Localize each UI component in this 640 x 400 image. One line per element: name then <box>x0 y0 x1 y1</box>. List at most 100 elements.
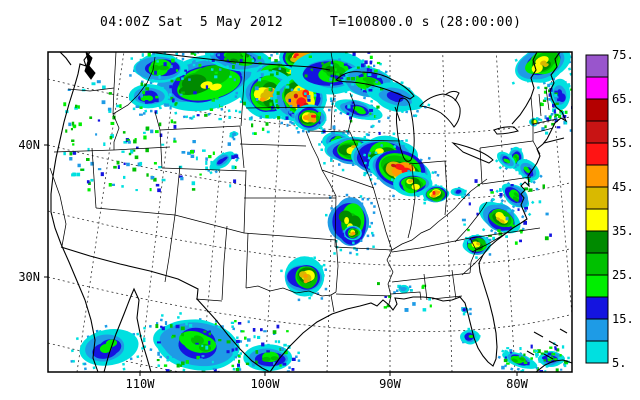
radar-speckle <box>530 200 535 205</box>
radar-speckle <box>469 312 472 316</box>
radar-speckle <box>367 133 370 137</box>
radar-speckle <box>558 356 562 360</box>
radar-speckle <box>193 59 196 63</box>
radar-speckle <box>189 116 193 120</box>
radar-echo-blob <box>312 114 317 118</box>
radar-speckle <box>227 142 231 146</box>
radar-speckle <box>568 85 571 88</box>
radar-speckle <box>556 348 560 352</box>
radar-speckle <box>563 360 568 364</box>
radar-speckle <box>143 135 147 140</box>
radar-speckle <box>142 90 146 95</box>
state-boundary <box>240 52 247 127</box>
radar-speckle <box>208 374 211 377</box>
state-boundary <box>245 285 332 297</box>
radar-speckle <box>250 56 253 59</box>
radar-speckle <box>164 321 168 325</box>
radar-speckle <box>548 115 552 119</box>
radar-cell <box>357 77 431 118</box>
radar-echo-blob <box>219 156 228 163</box>
radar-speckle <box>139 161 143 166</box>
radar-speckle <box>253 132 257 135</box>
radar-speckle <box>516 202 521 207</box>
radar-speckle <box>165 369 170 372</box>
radar-speckle <box>286 123 289 127</box>
radar-speckle <box>427 103 431 107</box>
radar-speckle <box>173 66 177 71</box>
radar-speckle <box>127 140 131 144</box>
radar-speckle <box>391 194 396 198</box>
radar-speckle <box>87 147 90 152</box>
radar-speckle <box>205 85 209 89</box>
radar-speckle <box>347 104 351 109</box>
radar-speckle <box>157 364 161 368</box>
radar-speckle <box>261 342 265 347</box>
state-boundary <box>305 130 323 171</box>
radar-speckle <box>89 116 93 119</box>
state-boundary <box>335 239 339 293</box>
radar-speckle <box>538 44 541 47</box>
colorbar-label: 15. <box>612 312 634 326</box>
radar-speckle <box>232 367 236 371</box>
radar-speckle <box>71 121 75 126</box>
state-boundary <box>113 146 171 151</box>
radar-speckle <box>86 180 90 184</box>
radar-speckle <box>549 118 552 121</box>
radar-echo-blob <box>511 358 518 363</box>
radar-speckle <box>69 152 73 156</box>
radar-speckle <box>481 228 486 232</box>
radar-speckle <box>181 57 185 61</box>
coastline <box>526 328 568 360</box>
radar-speckle <box>248 68 252 72</box>
radar-speckle <box>207 112 211 116</box>
radar-cell <box>209 151 240 175</box>
radar-speckle <box>345 130 349 133</box>
radar-speckle <box>499 193 503 197</box>
radar-speckle <box>169 63 172 66</box>
radar-speckle <box>366 68 370 72</box>
radar-speckle <box>505 235 508 238</box>
radar-speckle <box>386 116 390 120</box>
state-boundary <box>351 139 401 142</box>
radar-speckle <box>170 99 173 102</box>
radar-speckle <box>261 127 265 131</box>
radar-speckle <box>325 213 328 217</box>
radar-speckle <box>469 307 472 311</box>
radar-speckle <box>210 52 214 56</box>
radar-speckle <box>76 172 81 177</box>
radar-speckle <box>63 151 66 156</box>
radar-speckle <box>410 289 413 292</box>
radar-cell <box>342 225 363 245</box>
radar-speckle <box>169 93 172 96</box>
state-boundary <box>388 295 392 305</box>
colorbar-label: 65. <box>612 92 634 106</box>
radar-speckle <box>174 328 179 332</box>
radar-speckle <box>214 169 218 174</box>
radar-speckle <box>519 347 522 351</box>
radar-speckle <box>405 139 408 142</box>
radar-speckle <box>365 171 369 174</box>
radar-speckle <box>288 98 291 103</box>
radar-speckle <box>174 103 177 106</box>
radar-echo-blob <box>303 274 308 278</box>
state-boundary <box>461 254 484 276</box>
radar-speckle <box>270 54 273 57</box>
radar-speckle <box>251 123 254 128</box>
state-boundary <box>334 195 337 248</box>
graticule <box>48 52 572 372</box>
radar-speckle <box>181 151 186 154</box>
radar-speckle <box>297 298 301 302</box>
colorbar-box <box>585 76 609 100</box>
radar-speckle <box>567 67 572 71</box>
radar-echo-blob <box>225 52 243 62</box>
radar-speckle <box>286 330 289 333</box>
radar-speckle <box>195 342 199 345</box>
radar-speckle <box>370 201 373 205</box>
radar-speckle <box>320 297 324 300</box>
radar-speckle-field <box>178 140 239 191</box>
radar-echo-blob <box>200 81 213 89</box>
coastline <box>535 359 572 372</box>
radar-speckle <box>276 71 279 76</box>
radar-speckle <box>181 333 184 337</box>
radar-speckle <box>541 127 545 131</box>
